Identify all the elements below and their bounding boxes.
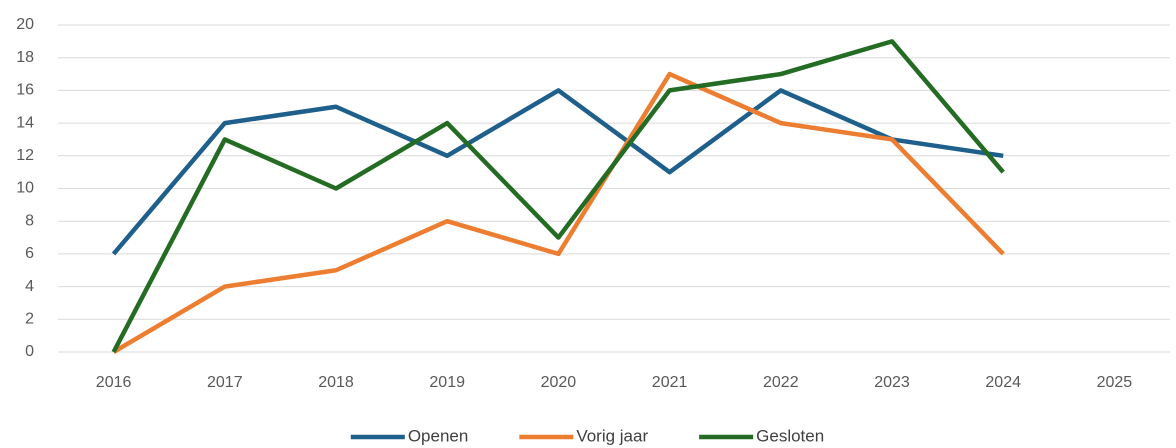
y-tick-label: 6 bbox=[25, 245, 34, 262]
legend-label: Gesloten bbox=[756, 426, 824, 445]
x-tick-label: 2022 bbox=[763, 374, 799, 391]
series-line bbox=[112, 71, 1005, 354]
y-tick-label: 14 bbox=[16, 114, 34, 131]
legend-label: Vorig jaar bbox=[576, 426, 648, 445]
y-tick-label: 20 bbox=[16, 16, 34, 33]
legend-label: Openen bbox=[408, 426, 469, 445]
y-tick-label: 16 bbox=[16, 82, 34, 99]
legend: Openen Vorig jaar Gesloten bbox=[350, 426, 824, 445]
y-tick-label: 0 bbox=[25, 343, 34, 360]
y-tick-label: 10 bbox=[16, 180, 34, 197]
x-tick-label: 2024 bbox=[985, 374, 1021, 391]
x-tick-label: 2025 bbox=[1097, 374, 1133, 391]
x-tick-label: 2017 bbox=[207, 374, 243, 391]
y-tick-label: 8 bbox=[25, 212, 34, 229]
x-tick-label: 2016 bbox=[96, 374, 132, 391]
x-tick-label: 2023 bbox=[874, 374, 910, 391]
y-tick-label: 12 bbox=[16, 147, 34, 164]
series-line bbox=[111, 39, 1005, 354]
x-tick-label: 2020 bbox=[541, 374, 577, 391]
series-line bbox=[111, 88, 1004, 256]
x-tick-label: 2018 bbox=[318, 374, 354, 391]
y-tick-label: 4 bbox=[25, 278, 34, 295]
y-tick-label: 18 bbox=[16, 49, 34, 66]
y-tick-label: 2 bbox=[25, 311, 34, 328]
x-tick-label: 2019 bbox=[429, 374, 465, 391]
x-tick-label: 2021 bbox=[652, 374, 688, 391]
